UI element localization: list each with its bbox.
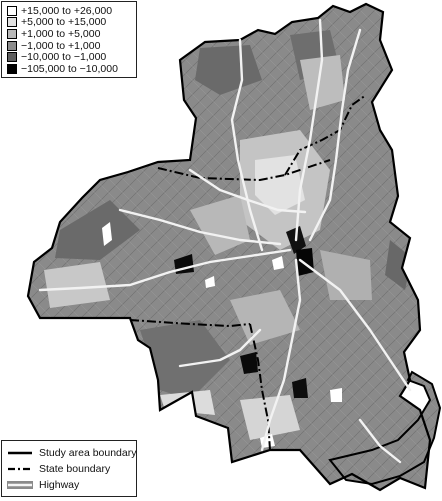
- legend-swatch: [7, 17, 17, 28]
- legend-label: +15,000 to +26,000: [21, 4, 113, 17]
- lake: [330, 388, 342, 402]
- highway: [118, 208, 282, 246]
- town-zone: [44, 262, 110, 308]
- legend-label: −1,000 to +1,000: [21, 39, 101, 52]
- study-area-boundary: [26, 2, 432, 492]
- solid-line-sample: [8, 451, 32, 455]
- white-line-sample: [7, 481, 33, 489]
- legend-swatch: [7, 63, 17, 74]
- highway: [38, 248, 292, 292]
- lake: [272, 256, 284, 270]
- metro-core: [296, 248, 314, 276]
- state-boundary: [249, 323, 271, 451]
- lake: [205, 276, 215, 288]
- highway: [358, 418, 402, 464]
- town-zone: [140, 320, 230, 400]
- town-zone: [55, 200, 140, 260]
- legend-line-label: Study area boundary: [39, 447, 137, 459]
- legend-swatch: [7, 52, 17, 63]
- legend-line-item: State boundary: [7, 461, 132, 477]
- legend-line-label: State boundary: [39, 463, 111, 475]
- legend-item: +1,000 to +5,000: [7, 28, 132, 40]
- legend-label: +1,000 to +5,000: [21, 27, 101, 40]
- legend-item: −1,000 to +1,000: [7, 40, 132, 52]
- lake: [102, 222, 112, 246]
- highways: [38, 18, 412, 464]
- town-zone: [320, 250, 372, 300]
- town-zone: [230, 290, 300, 345]
- highway: [260, 258, 302, 452]
- legend-label: −10,000 to −1,000: [21, 51, 107, 64]
- state-boundary: [157, 159, 331, 182]
- town-zone: [195, 45, 262, 95]
- highway: [230, 38, 264, 252]
- legend-label: −105,000 to −10,000: [21, 62, 118, 75]
- legend-line-label: Highway: [39, 479, 80, 491]
- legend-swatch: [7, 5, 17, 16]
- state-boundaries: [129, 94, 367, 451]
- legend-line-item: Highway: [7, 477, 132, 493]
- legend-item: +15,000 to +26,000: [7, 5, 132, 17]
- state-boundary: [284, 94, 367, 176]
- legend-line-item: Study area boundary: [7, 445, 136, 461]
- highway: [294, 18, 324, 242]
- metro-core: [292, 378, 308, 398]
- category-legend: +15,000 to +26,000 +5,000 to +15,000 +1,…: [1, 1, 137, 78]
- highway: [308, 28, 362, 242]
- legend-swatch: [7, 40, 17, 51]
- town-zone: [300, 55, 345, 110]
- legend-swatch: [7, 28, 17, 39]
- legend-item: −105,000 to −10,000: [7, 63, 132, 75]
- highway: [298, 258, 412, 392]
- town-zone: [255, 155, 305, 215]
- metro-core: [240, 352, 258, 374]
- line-legend: Study area boundary State boundary Highw…: [1, 440, 137, 497]
- legend-label: +5,000 to +15,000: [21, 16, 107, 29]
- state-boundary: [129, 319, 251, 328]
- legend-item: −10,000 to −1,000: [7, 51, 132, 63]
- highway: [178, 328, 262, 368]
- highway: [188, 168, 307, 214]
- dash-dot-line-sample: [8, 467, 32, 471]
- cape-region: [328, 370, 442, 486]
- legend-item: +5,000 to +15,000: [7, 16, 132, 29]
